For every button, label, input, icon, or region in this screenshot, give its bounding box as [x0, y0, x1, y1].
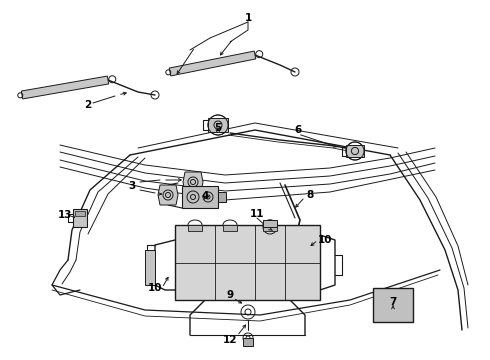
Polygon shape — [183, 172, 203, 192]
Bar — [75, 211, 85, 216]
Text: 3: 3 — [128, 181, 136, 191]
Bar — [223, 225, 237, 231]
Text: 10: 10 — [318, 235, 332, 245]
Bar — [208, 118, 228, 132]
Text: 12: 12 — [223, 335, 237, 345]
Text: 6: 6 — [294, 125, 302, 135]
Polygon shape — [158, 185, 178, 205]
Polygon shape — [21, 76, 109, 99]
Bar — [346, 145, 364, 157]
Bar — [175, 225, 320, 300]
Bar — [145, 250, 155, 285]
Text: 10: 10 — [148, 283, 162, 293]
Text: 5: 5 — [215, 123, 221, 133]
Text: 8: 8 — [306, 190, 314, 200]
Bar — [182, 186, 218, 208]
Bar — [263, 225, 277, 231]
Text: 11: 11 — [250, 209, 264, 219]
Text: 1: 1 — [245, 13, 252, 23]
Bar — [373, 288, 413, 322]
Text: 4: 4 — [201, 191, 209, 201]
Polygon shape — [169, 51, 256, 76]
Text: 7: 7 — [390, 297, 397, 307]
Bar — [218, 192, 226, 202]
Bar — [243, 338, 253, 346]
Bar — [263, 220, 277, 227]
Text: 13: 13 — [58, 210, 72, 220]
Bar — [188, 225, 202, 231]
Bar — [73, 209, 87, 227]
Text: 2: 2 — [84, 100, 92, 110]
Text: 9: 9 — [226, 290, 234, 300]
